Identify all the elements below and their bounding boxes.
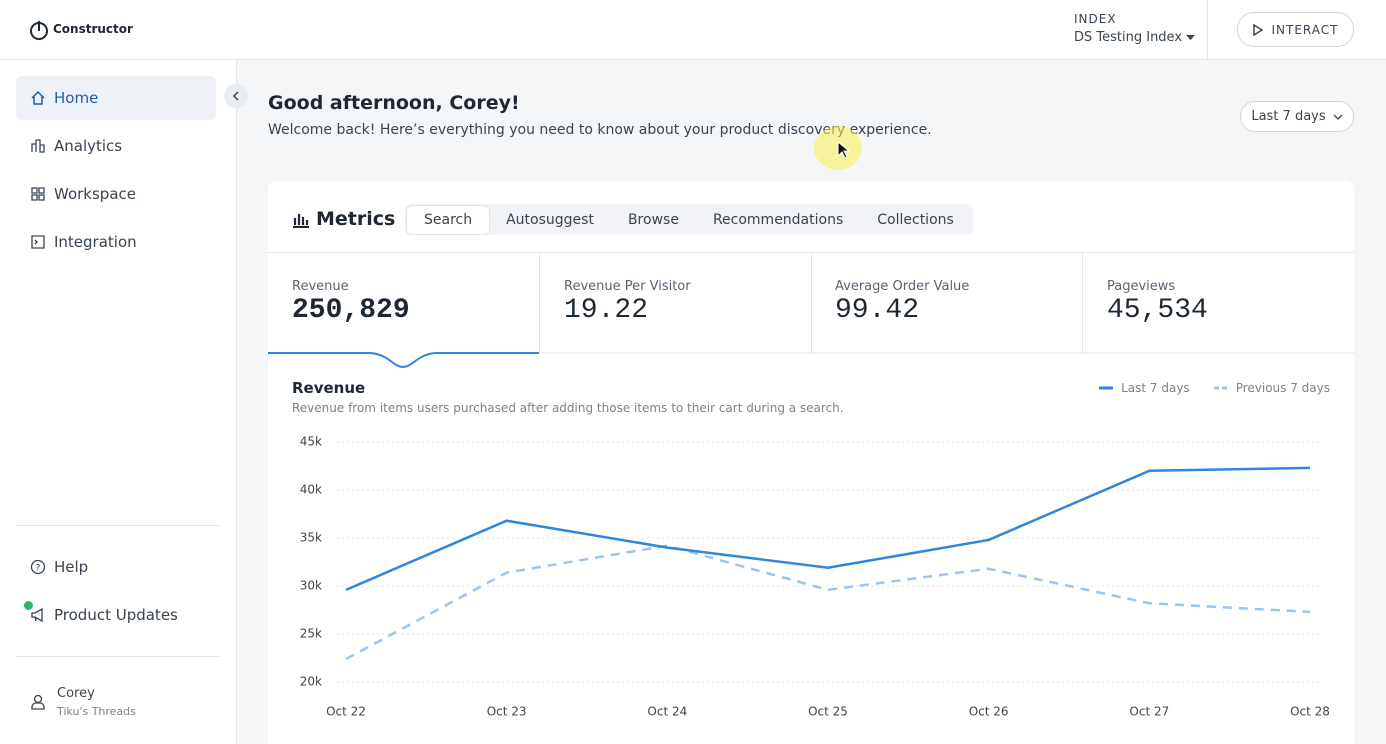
tab[interactable]: Browse bbox=[627, 211, 679, 228]
nav-item[interactable]: ? Help bbox=[16, 545, 216, 589]
x-tick-label: Oct 24 bbox=[647, 705, 687, 719]
metrics-title: Metrics bbox=[316, 208, 396, 230]
user-org: Tiku's Threads bbox=[57, 705, 136, 718]
kpi-tile[interactable]: Average Order Value 99.42 bbox=[811, 253, 1083, 353]
x-tick-label: Oct 27 bbox=[1129, 705, 1169, 719]
nav-label: Workspace bbox=[54, 185, 136, 203]
nav-item[interactable]: Workspace bbox=[16, 172, 216, 216]
nav-item[interactable]: Home bbox=[16, 76, 216, 120]
nav-item[interactable]: Product Updates bbox=[16, 593, 216, 637]
divider bbox=[16, 656, 220, 657]
kpi-tile[interactable]: Pageviews 45,534 bbox=[1083, 253, 1354, 353]
play-icon bbox=[1252, 23, 1263, 36]
y-tick-label: 40k bbox=[300, 483, 322, 497]
icon: ? bbox=[30, 559, 46, 575]
date-range: Last 7 days bbox=[1251, 109, 1326, 124]
tab[interactable]: Collections bbox=[877, 211, 954, 228]
legend-label: Previous 7 days bbox=[1235, 381, 1330, 395]
nav-item[interactable]: Integration bbox=[16, 220, 216, 264]
subtitle: Welcome back! Here’s everything you need… bbox=[268, 122, 932, 138]
user-name: Corey bbox=[57, 686, 95, 701]
top-bar: Constructor INDEX DS Testing Index INTER… bbox=[0, 0, 1386, 60]
logo[interactable]: Constructor bbox=[53, 22, 133, 36]
notification-dot bbox=[23, 600, 34, 611]
svg-text:?: ? bbox=[36, 564, 41, 574]
collapse-button[interactable] bbox=[224, 84, 248, 108]
divider bbox=[268, 252, 1354, 253]
index-label: INDEX bbox=[1074, 12, 1117, 26]
sidebar: Home Analytics Workspace Integration ? He… bbox=[0, 60, 237, 744]
icon bbox=[31, 607, 43, 623]
metrics-icon bbox=[293, 214, 309, 228]
legend-item[interactable]: Last 7 days bbox=[1099, 381, 1190, 395]
legend: Last 7 days Previous 7 days bbox=[1099, 381, 1330, 395]
kpi-value: 45,534 bbox=[1107, 295, 1208, 326]
chart-title: Revenue bbox=[292, 379, 366, 397]
nav-label: Integration bbox=[54, 233, 137, 251]
y-tick-label: 45k bbox=[300, 435, 322, 449]
tab-indicator bbox=[268, 352, 1354, 369]
x-tick-label: Oct 26 bbox=[969, 705, 1009, 719]
kpi-value: 99.42 bbox=[835, 295, 920, 326]
series-line bbox=[345, 544, 1311, 661]
y-tick-label: 20k bbox=[300, 675, 322, 689]
metrics-card: Metrics Search Autosuggest Browse Recommend… bbox=[268, 181, 1354, 744]
kpi-label: Average Order Value bbox=[835, 279, 970, 294]
kpi-label: Revenue Per Visitor bbox=[564, 279, 691, 294]
nav-label: Product Updates bbox=[54, 606, 178, 624]
nav-label: Help bbox=[54, 558, 89, 576]
user-icon bbox=[31, 694, 45, 710]
x-tick-label: Oct 28 bbox=[1290, 705, 1330, 719]
icon bbox=[31, 139, 45, 153]
kpi-label: Pageviews bbox=[1107, 279, 1176, 294]
nav-label: Analytics bbox=[54, 137, 123, 155]
tab-bar: Search Autosuggest Browse Recommendations Co… bbox=[405, 204, 973, 235]
cursor bbox=[837, 141, 850, 159]
chevron bbox=[232, 91, 239, 101]
tab[interactable]: Autosuggest bbox=[506, 211, 594, 228]
date-range-select[interactable]: Last 7 days bbox=[1240, 101, 1354, 132]
nav-label: Home bbox=[54, 89, 99, 107]
interact-button[interactable]: INTERACT bbox=[1237, 12, 1354, 47]
icon bbox=[31, 235, 45, 249]
series-line bbox=[345, 466, 1311, 591]
x-tick-label: Oct 22 bbox=[326, 705, 366, 719]
kpi-value: 19.22 bbox=[564, 295, 649, 326]
legend-item[interactable]: Previous 7 days bbox=[1213, 381, 1330, 395]
button-label: INTERACT bbox=[1271, 22, 1339, 37]
legend-swatch bbox=[1213, 386, 1228, 390]
y-tick-label: 35k bbox=[300, 531, 322, 545]
y-tick-label: 30k bbox=[300, 579, 322, 593]
logo-icon bbox=[30, 21, 48, 40]
chart: 20k 25k 30k 35k 40k 45k Oct 22 Oct 23 Oct 24 Oct … bbox=[300, 435, 1330, 719]
legend-label: Last 7 days bbox=[1121, 381, 1190, 395]
index-select[interactable]: DS Testing Index bbox=[1074, 30, 1183, 45]
dropdown-icon bbox=[1186, 35, 1195, 40]
x-tick-label: Oct 23 bbox=[487, 705, 527, 719]
kpi-tile[interactable]: Revenue Per Visitor 19.22 bbox=[540, 253, 812, 353]
tab[interactable]: Search bbox=[407, 205, 490, 234]
x-tick-label: Oct 25 bbox=[808, 705, 848, 719]
nav-item[interactable]: Analytics bbox=[16, 124, 216, 168]
kpi-tile[interactable]: Revenue 250,829 bbox=[268, 253, 540, 353]
divider bbox=[16, 525, 220, 526]
chevron bbox=[1333, 114, 1343, 120]
greeting: Good afternoon, Corey! bbox=[268, 92, 520, 114]
icon bbox=[31, 187, 45, 201]
legend-swatch bbox=[1099, 386, 1114, 390]
kpi-label: Revenue bbox=[292, 279, 349, 294]
tab[interactable]: Recommendations bbox=[712, 211, 844, 228]
kpi-value: 250,829 bbox=[292, 295, 410, 326]
icon bbox=[31, 90, 45, 105]
chart-subtitle: Revenue from items users purchased after… bbox=[292, 401, 844, 415]
y-tick-label: 25k bbox=[300, 627, 322, 641]
divider bbox=[1207, 0, 1208, 59]
